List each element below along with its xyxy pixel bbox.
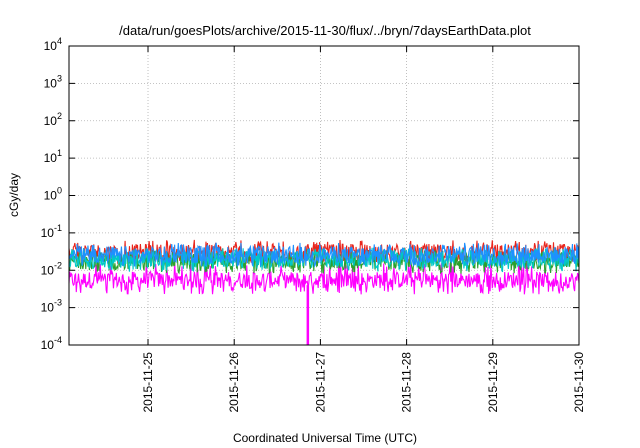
x-tick-label: 2015-11-30 (572, 352, 586, 413)
x-axis-label: Coordinated Universal Time (UTC) (233, 431, 417, 445)
x-tick-label: 2015-11-29 (486, 352, 500, 413)
y-tick-label: 100 (44, 186, 62, 203)
chart-ticks (69, 45, 580, 346)
y-tick-label: 102 (44, 111, 62, 128)
y-tick-label: 104 (44, 36, 62, 53)
y-tick-label: 10-4 (41, 335, 62, 352)
x-tick-label: 2015-11-28 (400, 352, 414, 413)
y-tick-label: 10-3 (41, 298, 62, 315)
x-tick-labels: 2015-11-25 2015-11-26 2015-11-27 2015-11-28… (141, 352, 586, 413)
series-line (68, 249, 580, 275)
x-tick-label: 2015-11-25 (141, 352, 155, 413)
y-tick-label: 103 (44, 73, 62, 90)
series-line (68, 242, 580, 268)
y-axis-label: cGy/day (7, 173, 21, 217)
series-line (68, 247, 580, 273)
chart-title: /data/run/goesPlots/archive/2015-11-30/f… (119, 23, 531, 38)
chart-series-group (68, 239, 580, 345)
x-tick-label: 2015-11-27 (313, 352, 327, 413)
y-tick-label: 10-1 (41, 223, 62, 240)
chart-grid (69, 46, 579, 345)
y-tick-labels: 10-4 10-3 10-2 10-1 100 101 102 103 104 (41, 36, 62, 352)
y-tick-label: 10-2 (41, 260, 62, 277)
x-tick-label: 2015-11-26 (227, 352, 241, 413)
y-tick-label: 101 (44, 148, 62, 165)
